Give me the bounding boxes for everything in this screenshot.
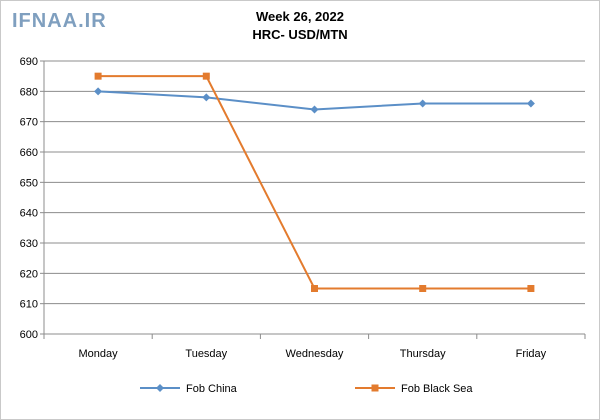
x-tick-label: Tuesday <box>185 348 227 360</box>
data-point <box>418 99 427 108</box>
data-point <box>94 72 102 80</box>
data-point <box>310 105 319 114</box>
y-tick-label: 630 <box>20 238 38 250</box>
data-point <box>311 285 318 292</box>
y-tick-label: 670 <box>20 117 38 129</box>
y-tick-label: 610 <box>20 299 38 311</box>
y-tick-label: 660 <box>20 147 38 159</box>
x-tick-label: Thursday <box>400 348 446 360</box>
data-point <box>202 93 211 102</box>
data-point <box>526 99 535 108</box>
chart-subtitle: HRC- USD/MTN <box>252 27 348 42</box>
legend-marker <box>156 384 164 392</box>
data-point <box>94 87 103 96</box>
x-tick-label: Wednesday <box>286 348 344 360</box>
y-tick-label: 680 <box>20 86 38 98</box>
legend-marker <box>371 384 379 392</box>
y-tick-label: 600 <box>20 329 38 341</box>
x-tick-label: Friday <box>516 348 547 360</box>
chart-title: Week 26, 2022 <box>256 9 344 24</box>
x-tick-label: Monday <box>79 348 119 360</box>
watermark-logo: IFNAA.IR <box>12 10 107 32</box>
legend-label: Fob China <box>186 383 238 395</box>
data-point <box>527 285 535 292</box>
y-tick-label: 690 <box>20 56 38 68</box>
y-tick-label: 620 <box>20 268 38 280</box>
data-point <box>202 72 210 80</box>
data-point <box>419 285 427 292</box>
y-tick-label: 640 <box>20 208 38 220</box>
legend-label: Fob Black Sea <box>401 383 473 395</box>
y-tick-label: 650 <box>20 177 38 189</box>
